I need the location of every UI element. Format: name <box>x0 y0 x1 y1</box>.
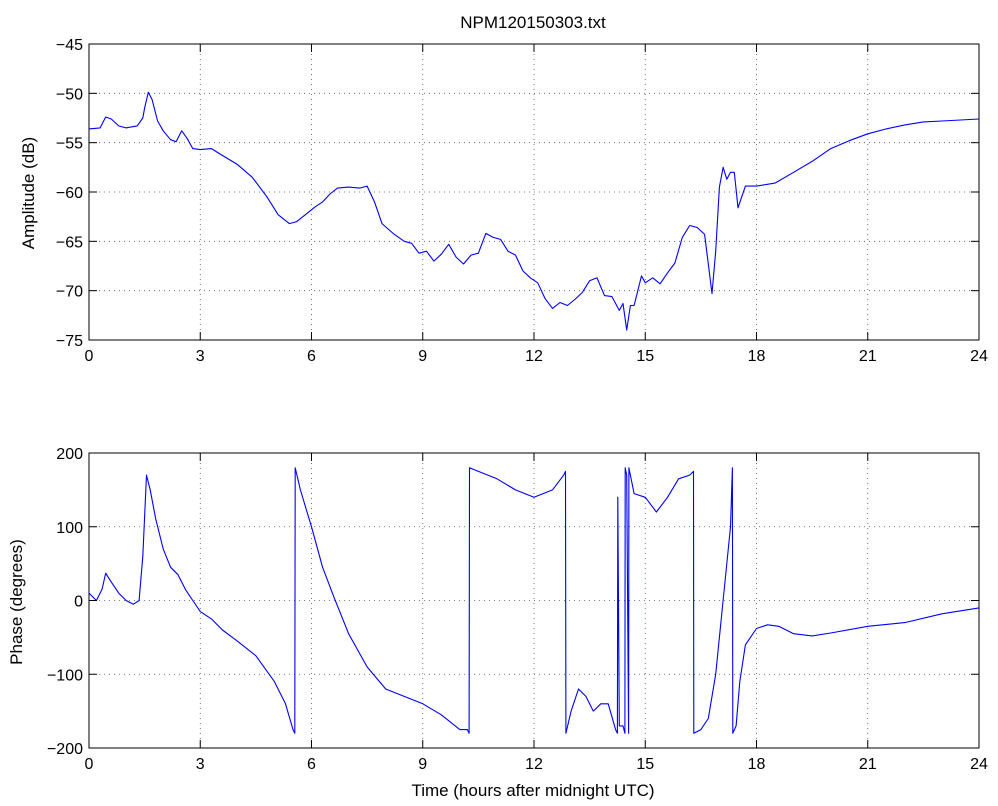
phase-y-tick-label: 100 <box>56 520 83 537</box>
amplitude-y-tick-label: −55 <box>56 136 83 153</box>
phase-x-tick-label: 18 <box>748 756 766 773</box>
phase-x-tick-label: 6 <box>307 756 316 773</box>
phase-x-tick-label: 3 <box>196 756 205 773</box>
phase-x-tick-label: 21 <box>859 756 877 773</box>
amplitude-x-tick-label: 24 <box>970 348 988 365</box>
amplitude-panel: 0 3 6 9 12 15 18 21 24 −75 −70 −65 −60 −55 −50 −45 <box>56 37 988 365</box>
amplitude-y-tick-label: −45 <box>56 37 83 54</box>
amplitude-y-tick-label: −70 <box>56 284 83 301</box>
phase-y-tick-label: −200 <box>47 741 83 758</box>
amplitude-x-tick-label: 18 <box>748 348 766 365</box>
phase-x-tick-label: 0 <box>85 756 94 773</box>
amplitude-y-tick-label: −65 <box>56 234 83 251</box>
amplitude-x-tick-label: 0 <box>85 348 94 365</box>
amplitude-series-line <box>88 91 980 331</box>
amplitude-x-tick-label: 21 <box>859 348 877 365</box>
phase-y-tick-label: 0 <box>74 594 83 611</box>
phase-x-tick-label: 15 <box>636 756 654 773</box>
amplitude-chart-title: NPM120150303.txt <box>460 13 606 32</box>
amplitude-x-tick-label: 6 <box>307 348 316 365</box>
amplitude-y-axis-label: Amplitude (dB) <box>19 137 38 249</box>
phase-x-tick-label: 9 <box>418 756 427 773</box>
phase-y-tick-label: 200 <box>56 446 83 463</box>
phase-x-tick-label: 12 <box>525 756 543 773</box>
amplitude-x-tick-label: 12 <box>525 348 543 365</box>
phase-y-tick-label: −100 <box>47 667 83 684</box>
phase-x-tick-label: 24 <box>970 756 988 773</box>
phase-y-axis-label: Phase (degrees) <box>7 539 26 665</box>
phase-series-line <box>88 467 980 734</box>
x-axis-label: Time (hours after midnight UTC) <box>411 781 654 800</box>
amplitude-y-tick-label: −50 <box>56 86 83 103</box>
amplitude-x-tick-label: 9 <box>418 348 427 365</box>
amplitude-x-tick-label: 15 <box>636 348 654 365</box>
amplitude-x-tick-label: 3 <box>196 348 205 365</box>
amplitude-y-tick-label: −75 <box>56 333 83 350</box>
amplitude-y-tick-label: −60 <box>56 185 83 202</box>
phase-panel: 0 3 6 9 12 15 18 21 24 −200 −100 0 100 200 <box>47 446 988 773</box>
